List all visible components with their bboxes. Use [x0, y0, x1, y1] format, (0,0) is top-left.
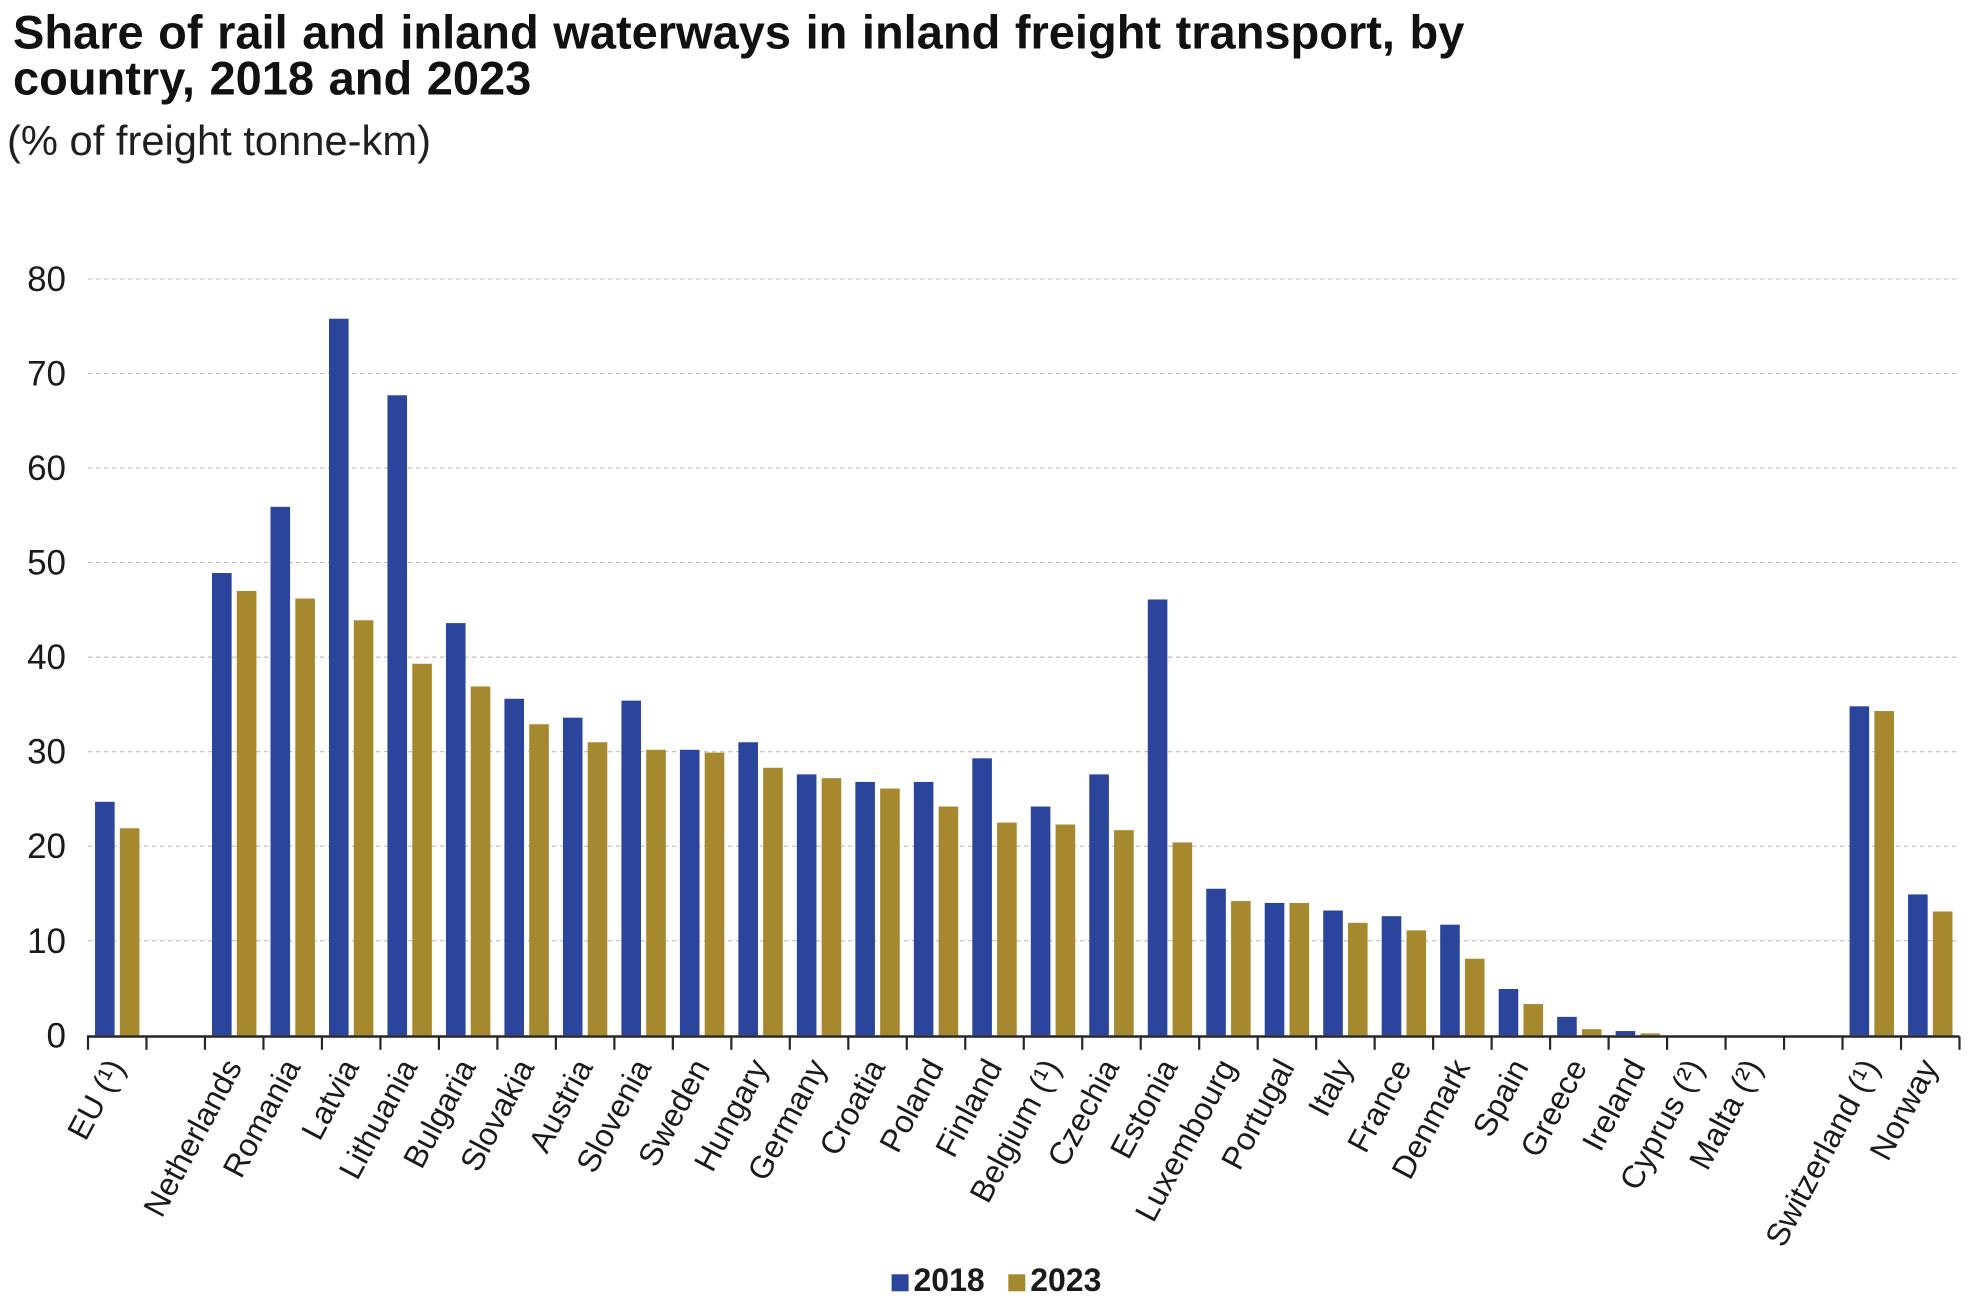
svg-text:20: 20: [27, 827, 66, 866]
svg-text:70: 70: [27, 355, 66, 394]
svg-text:0: 0: [47, 1016, 66, 1055]
svg-text:2018: 2018: [914, 1262, 985, 1298]
svg-text:40: 40: [27, 638, 66, 677]
svg-text:10: 10: [27, 922, 66, 961]
svg-text:2023: 2023: [1030, 1262, 1101, 1298]
svg-text:60: 60: [27, 449, 66, 488]
svg-text:(% of freight tonne-km): (% of freight tonne-km): [7, 117, 431, 164]
svg-text:50: 50: [27, 544, 66, 583]
svg-text:30: 30: [27, 733, 66, 772]
svg-text:country, 2018 and 2023: country, 2018 and 2023: [13, 52, 531, 105]
svg-text:80: 80: [27, 260, 66, 299]
svg-text:Share of rail and inland water: Share of rail and inland waterways in in…: [13, 6, 1464, 59]
